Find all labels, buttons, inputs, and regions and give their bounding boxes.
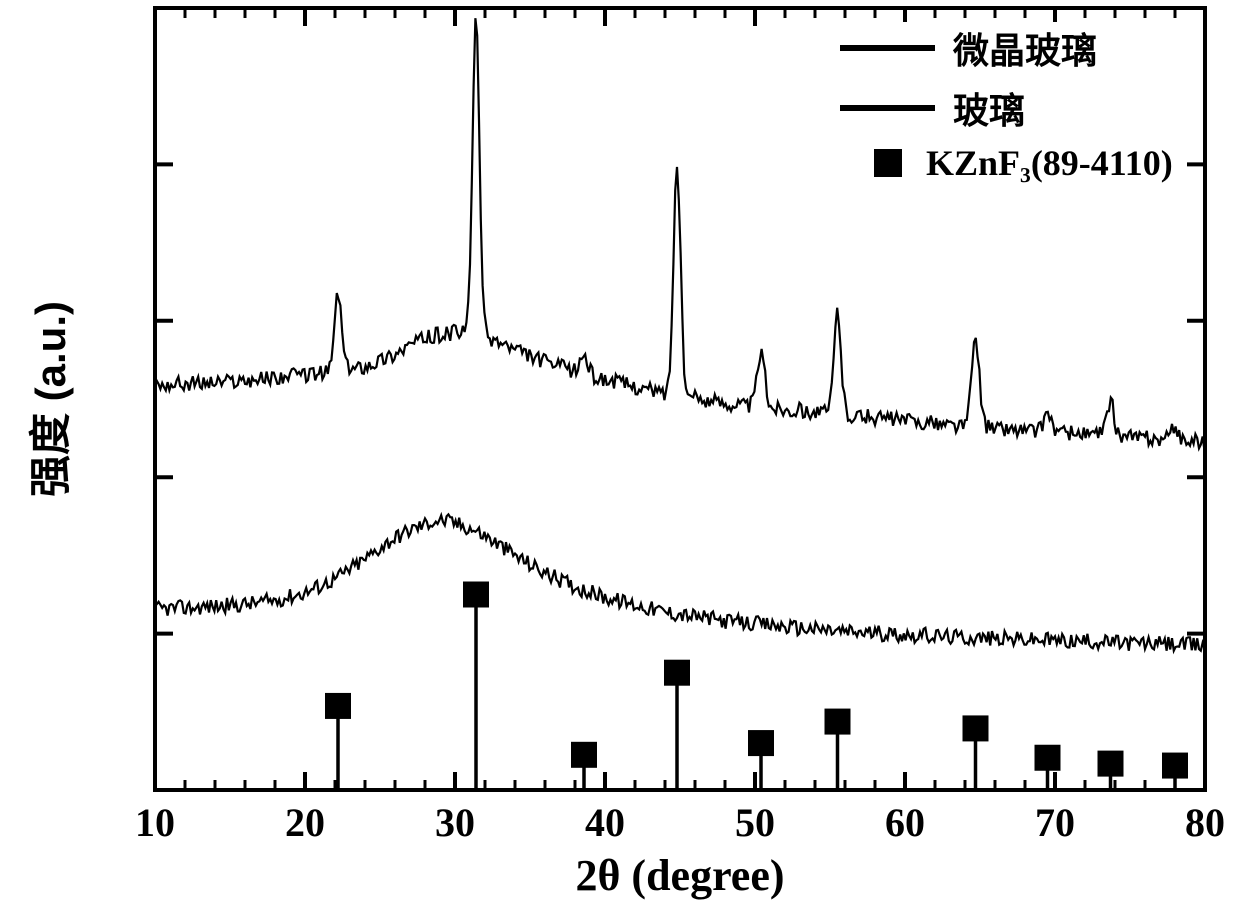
ref-marker xyxy=(571,742,597,768)
svg-text:2θ (degree): 2θ (degree) xyxy=(575,851,784,900)
svg-text:10: 10 xyxy=(135,800,175,845)
legend-label: 玻璃 xyxy=(953,82,1025,134)
ref-marker xyxy=(825,709,851,735)
ref-marker xyxy=(325,693,351,719)
svg-text:40: 40 xyxy=(585,800,625,845)
ref-marker xyxy=(664,660,690,686)
svg-text:70: 70 xyxy=(1035,800,1075,845)
ref-marker xyxy=(463,582,489,608)
svg-text:强度 (a.u.): 强度 (a.u.) xyxy=(27,301,74,497)
ref-marker xyxy=(1035,745,1061,771)
legend-item: KZnF₃(89-4110) xyxy=(840,142,1173,184)
ref-marker xyxy=(748,730,774,756)
ref-marker xyxy=(963,715,989,741)
xrd-chart: 10 20 30 40 50 60 70 80 2θ (degree) 强度 (a.u.) 微晶玻… xyxy=(0,0,1239,902)
ref-marker xyxy=(1098,751,1124,777)
legend-square-sample xyxy=(874,149,902,177)
legend-item: 微晶玻璃 xyxy=(840,22,1173,74)
legend-label: KZnF₃(89-4110) xyxy=(926,142,1173,184)
svg-text:60: 60 xyxy=(885,800,925,845)
legend-line-sample xyxy=(840,45,935,51)
legend-line-sample xyxy=(840,105,935,111)
svg-text:50: 50 xyxy=(735,800,775,845)
glass-trace xyxy=(155,514,1204,650)
svg-text:20: 20 xyxy=(285,800,325,845)
legend-label: 微晶玻璃 xyxy=(953,22,1097,74)
svg-text:30: 30 xyxy=(435,800,475,845)
svg-text:80: 80 xyxy=(1185,800,1225,845)
ref-marker xyxy=(1162,753,1188,779)
legend-item: 玻璃 xyxy=(840,82,1173,134)
legend: 微晶玻璃玻璃 KZnF₃(89-4110) xyxy=(840,22,1173,192)
